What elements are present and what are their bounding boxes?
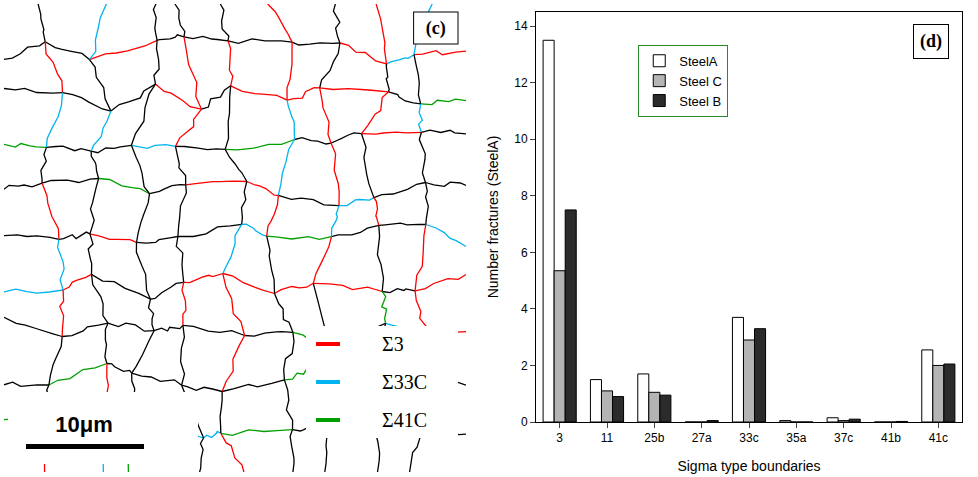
svg-text:Steel C: Steel C xyxy=(679,74,722,89)
svg-text:41c: 41c xyxy=(929,431,948,445)
svg-text:35a: 35a xyxy=(786,431,806,445)
svg-text:Σ41C: Σ41C xyxy=(382,409,427,431)
svg-text:25b: 25b xyxy=(644,431,664,445)
svg-text:SteelA: SteelA xyxy=(679,54,718,69)
svg-text:41b: 41b xyxy=(881,431,901,445)
svg-text:37c: 37c xyxy=(834,431,853,445)
svg-text:6: 6 xyxy=(521,246,528,260)
svg-text:(c): (c) xyxy=(426,18,446,39)
svg-text:Number fractures (SteelA): Number fractures (SteelA) xyxy=(485,136,501,299)
svg-text:3: 3 xyxy=(556,431,563,445)
svg-text:Σ33C: Σ33C xyxy=(382,371,427,393)
svg-text:(d): (d) xyxy=(920,31,942,52)
svg-text:27a: 27a xyxy=(692,431,712,445)
svg-text:14: 14 xyxy=(514,19,528,33)
svg-text:Σ3: Σ3 xyxy=(382,333,404,355)
svg-text:10μm: 10μm xyxy=(55,412,113,437)
svg-text:12: 12 xyxy=(514,76,528,90)
svg-text:8: 8 xyxy=(521,189,528,203)
svg-text:Sigma type boundaries: Sigma type boundaries xyxy=(677,458,820,474)
svg-text:4: 4 xyxy=(521,302,528,316)
svg-text:0: 0 xyxy=(521,415,528,429)
svg-text:10: 10 xyxy=(514,132,528,146)
svg-text:2: 2 xyxy=(521,359,528,373)
svg-text:11: 11 xyxy=(601,431,614,445)
svg-text:33c: 33c xyxy=(739,431,758,445)
svg-text:Steel B: Steel B xyxy=(679,94,721,109)
